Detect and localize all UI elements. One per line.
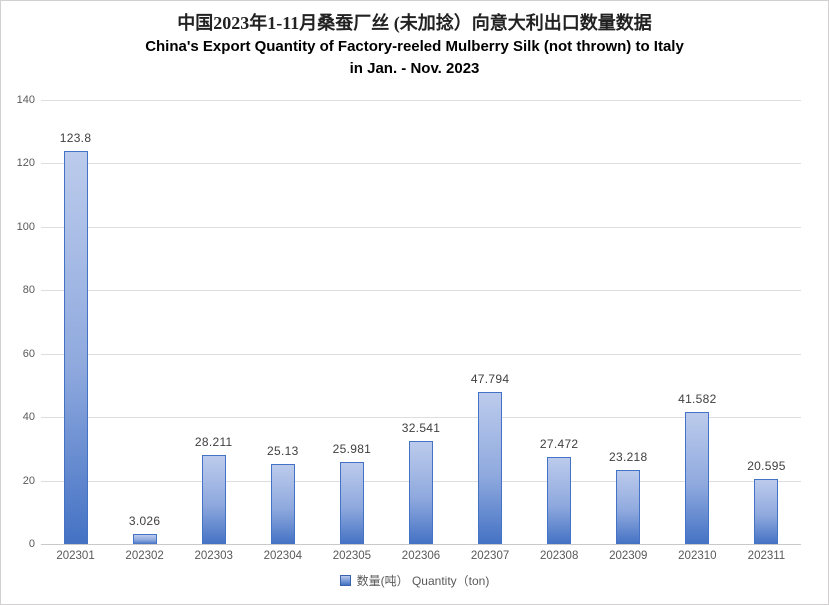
gridline	[41, 353, 801, 355]
gridline	[41, 290, 801, 292]
x-tick-label: 202306	[401, 550, 441, 562]
x-tick-label: 202310	[678, 550, 717, 562]
x-tick-label: 202305	[332, 550, 372, 562]
gridline	[41, 100, 801, 101]
x-tick-label: 202309	[609, 550, 648, 562]
chart-title-en: China's Export Quantity of Factory-reele…	[145, 38, 684, 55]
x-tick-label: 202302	[125, 550, 164, 562]
y-tick-label: 40	[22, 411, 35, 424]
x-tick-label: 202307	[470, 550, 510, 562]
data-label: 23.218	[609, 450, 648, 465]
data-label: 32.541	[401, 420, 441, 435]
data-label: 20.595	[747, 458, 786, 473]
data-label: 27.472	[539, 436, 579, 451]
chart-title-zh: 中国2023年1-11月桑蚕厂丝 (未加捻）向意大利出口数量数据	[177, 13, 652, 33]
plot-area: 123.8 3.026 28.211 25.13 25.981 32.541 47.794 2…	[41, 100, 801, 545]
legend-label: 数量(吨） Quantity（ton)	[356, 574, 490, 588]
chart-title-en-line2: in Jan. - Nov. 2023	[349, 60, 480, 77]
y-tick-label: 140	[16, 94, 35, 106]
data-label: 41.582	[678, 392, 717, 407]
data-label: 3.026	[128, 514, 161, 529]
y-tick-label: 100	[16, 220, 35, 233]
data-label: 123.8	[59, 131, 92, 146]
bar-202311	[754, 478, 779, 544]
bar-202303	[201, 454, 226, 544]
legend: 数量(吨） Quantity（ton)	[1, 572, 828, 589]
gridline	[41, 226, 801, 228]
x-tick-label: 202304	[263, 550, 302, 562]
y-tick-label: 60	[22, 347, 35, 360]
bar-202309	[616, 470, 641, 544]
bar-202307	[478, 392, 503, 544]
y-tick-label: 0	[28, 538, 35, 550]
legend-swatch-icon	[339, 575, 351, 586]
y-tick-label: 20	[22, 474, 35, 487]
x-tick-label: 202303	[194, 550, 233, 562]
bar-202302	[132, 534, 157, 544]
gridline	[41, 163, 801, 165]
bar-202310	[685, 412, 710, 544]
bar-202304	[270, 464, 295, 544]
data-label: 47.794	[470, 372, 510, 387]
bar-202301	[63, 151, 88, 544]
y-tick-label: 80	[22, 284, 35, 297]
chart-title-block: 中国2023年1-11月桑蚕厂丝 (未加捻）向意大利出口数量数据 China's…	[1, 10, 828, 80]
bar-202306	[409, 440, 433, 544]
data-label: 25.13	[267, 444, 299, 459]
x-tick-label: 202311	[747, 550, 786, 562]
bar-202308	[547, 456, 572, 544]
data-label: 25.981	[332, 441, 372, 456]
gridline	[41, 544, 801, 545]
x-tick-label: 202308	[539, 550, 579, 562]
y-tick-label: 120	[16, 157, 35, 170]
bar-202305	[339, 461, 364, 544]
x-tick-label: 202301	[56, 550, 95, 562]
gridline	[41, 417, 801, 419]
data-label: 28.211	[194, 434, 233, 449]
